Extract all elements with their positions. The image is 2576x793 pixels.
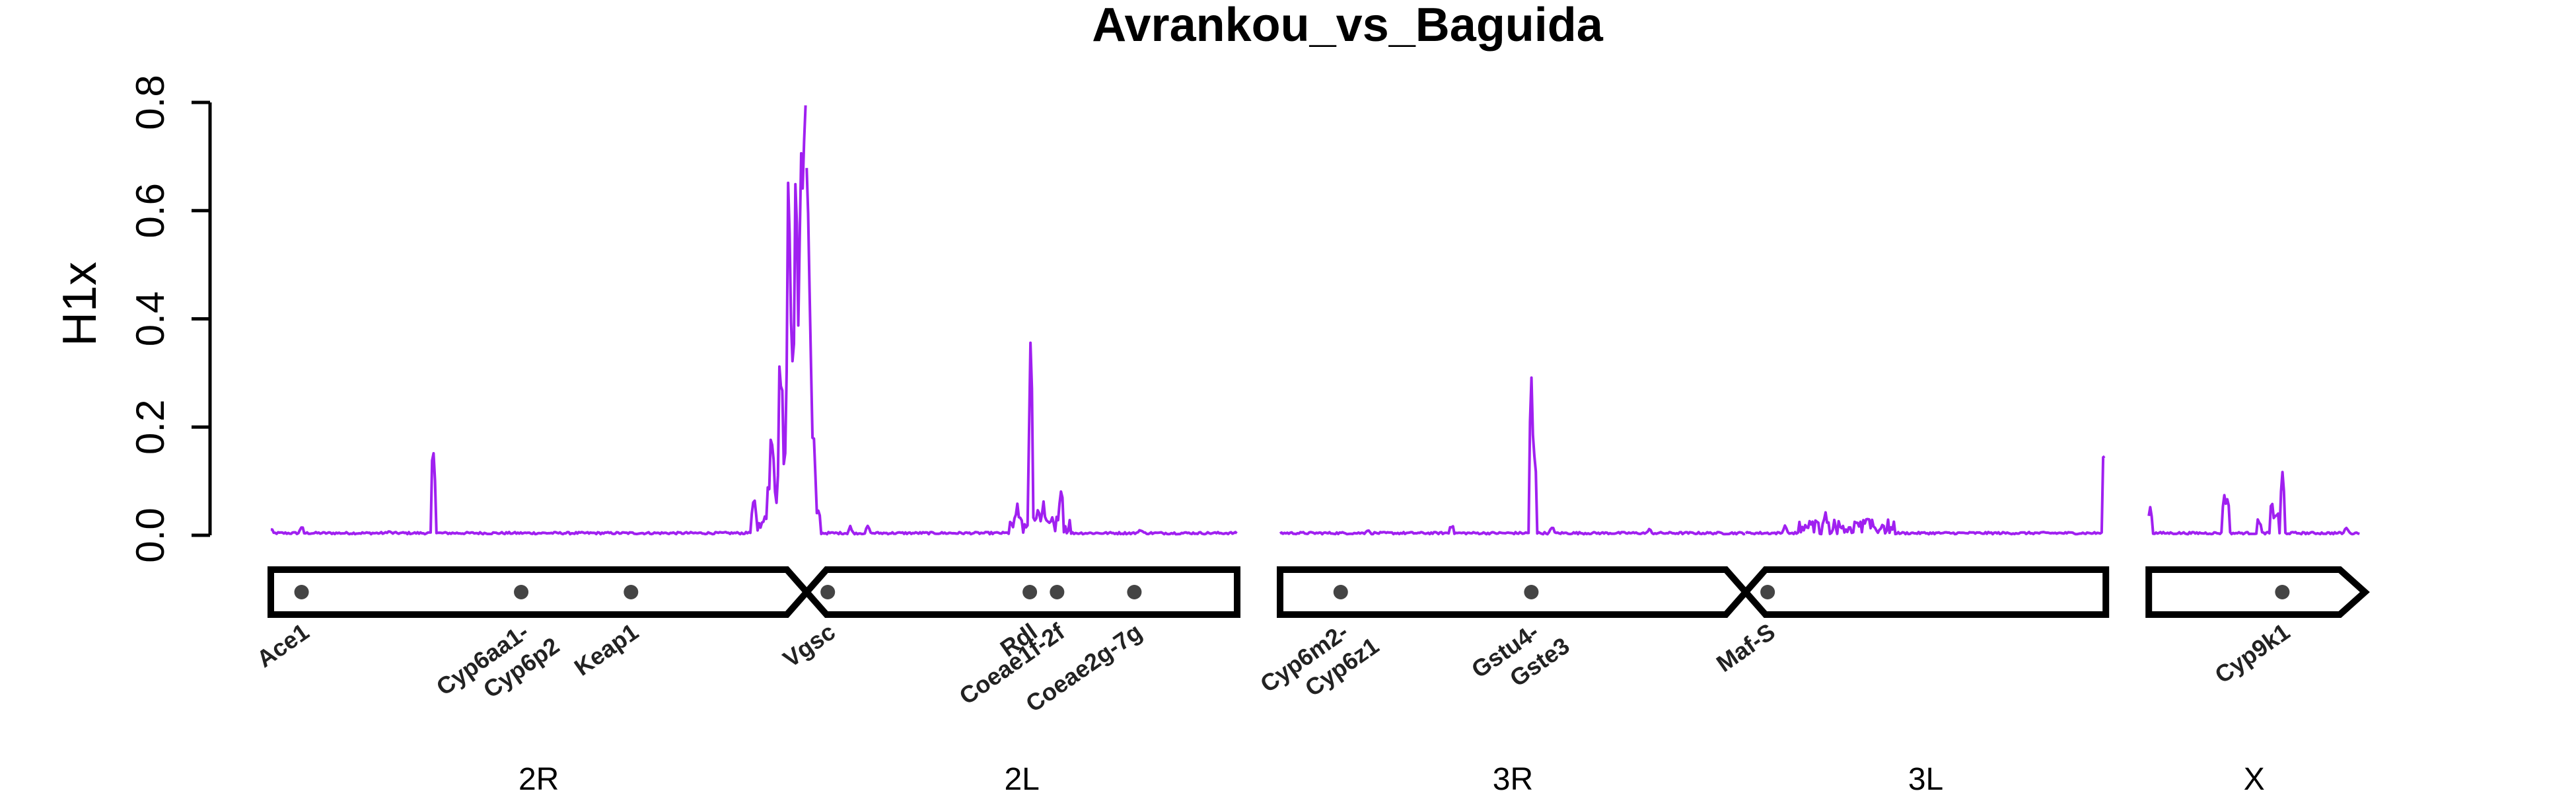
h1x-trace-X bbox=[2147, 471, 2360, 536]
gene-dot bbox=[1760, 585, 1775, 599]
gene-label: Cyp6m2-Cyp6z1 bbox=[1255, 608, 1384, 722]
h1x-trace-3R bbox=[1279, 376, 1746, 536]
gene-dot bbox=[1050, 585, 1065, 599]
chromosome-3 bbox=[1277, 566, 2110, 618]
chromosome-x bbox=[2145, 566, 2370, 618]
gene-labels: Ace1 Cyp6aa1-Cyp6p2 Keap1 Vgsc RdlCoeae1f-2f… bbox=[252, 608, 2295, 724]
gene-dot bbox=[2275, 585, 2290, 599]
h1x-traces bbox=[270, 105, 2360, 536]
y-tick-label: 0.4 bbox=[128, 291, 172, 346]
gene-label-line: Maf-S bbox=[1711, 618, 1780, 677]
arm-label-3L: 3L bbox=[1908, 762, 1943, 793]
gene-label: Cyp6aa1-Cyp6p2 bbox=[431, 608, 564, 724]
gene-dot bbox=[1333, 585, 1348, 599]
h1x-trace-2L bbox=[805, 168, 1238, 536]
gene-dot bbox=[1524, 585, 1539, 599]
gene-dot bbox=[1127, 585, 1142, 599]
y-tick-label: 0.0 bbox=[128, 508, 172, 562]
gene-dot bbox=[514, 585, 529, 599]
arm-labels: 2R 2L 3R 3L X bbox=[519, 762, 2265, 793]
h1x-trace-2R bbox=[270, 105, 807, 536]
gene-markers bbox=[294, 585, 2290, 599]
gene-label-line: Ace1 bbox=[252, 618, 314, 673]
gene-label: Cyp9k1 bbox=[2210, 618, 2295, 689]
h1x-trace-3L bbox=[1744, 455, 2106, 536]
gene-label-line: Keap1 bbox=[569, 618, 643, 681]
chromosome-2 bbox=[268, 566, 1240, 618]
chromosome-ideogram bbox=[268, 566, 2370, 618]
gene-dot bbox=[624, 585, 639, 599]
gene-dot bbox=[1022, 585, 1038, 599]
y-tick-label: 0.6 bbox=[128, 183, 172, 238]
y-tick-label: 0.8 bbox=[128, 75, 172, 130]
gene-label: Keap1 bbox=[569, 618, 643, 681]
chart-title: Avrankou_vs_Baguida bbox=[1092, 0, 1604, 52]
arm-label-X: X bbox=[2244, 762, 2265, 793]
gene-label: Ace1 bbox=[252, 618, 314, 673]
y-tick-label: 0.2 bbox=[128, 400, 172, 455]
gene-label-line: Cyp9k1 bbox=[2210, 618, 2295, 689]
arm-label-2R: 2R bbox=[519, 762, 559, 793]
gene-label: Vgsc bbox=[778, 618, 840, 673]
gene-dot bbox=[820, 585, 836, 599]
gene-dot bbox=[294, 585, 309, 599]
gene-label: Gstu4-Gste3 bbox=[1466, 608, 1574, 707]
arm-label-3R: 3R bbox=[1493, 762, 1533, 793]
arm-label-2L: 2L bbox=[1004, 762, 1039, 793]
gene-label: Maf-S bbox=[1711, 618, 1780, 677]
gene-label-line: Vgsc bbox=[778, 618, 840, 673]
y-axis: 0.0 0.2 0.4 0.6 0.8 bbox=[128, 75, 212, 563]
y-axis-label: H1x bbox=[54, 262, 106, 346]
